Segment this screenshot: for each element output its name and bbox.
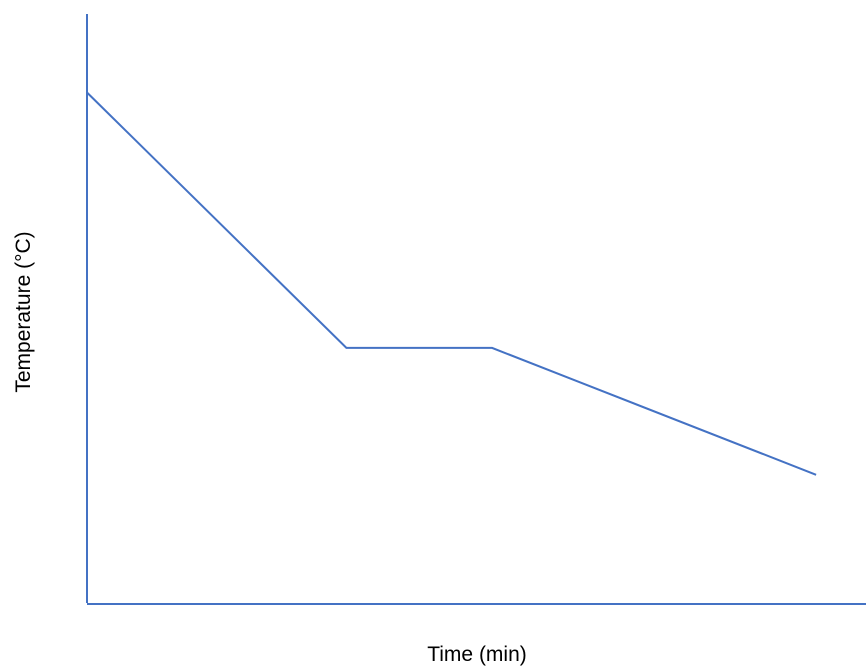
x-axis-label: Time (min): [427, 643, 527, 666]
y-axis-label: Temperature (°C): [12, 231, 35, 392]
cooling-curve-line: [86, 91, 817, 476]
